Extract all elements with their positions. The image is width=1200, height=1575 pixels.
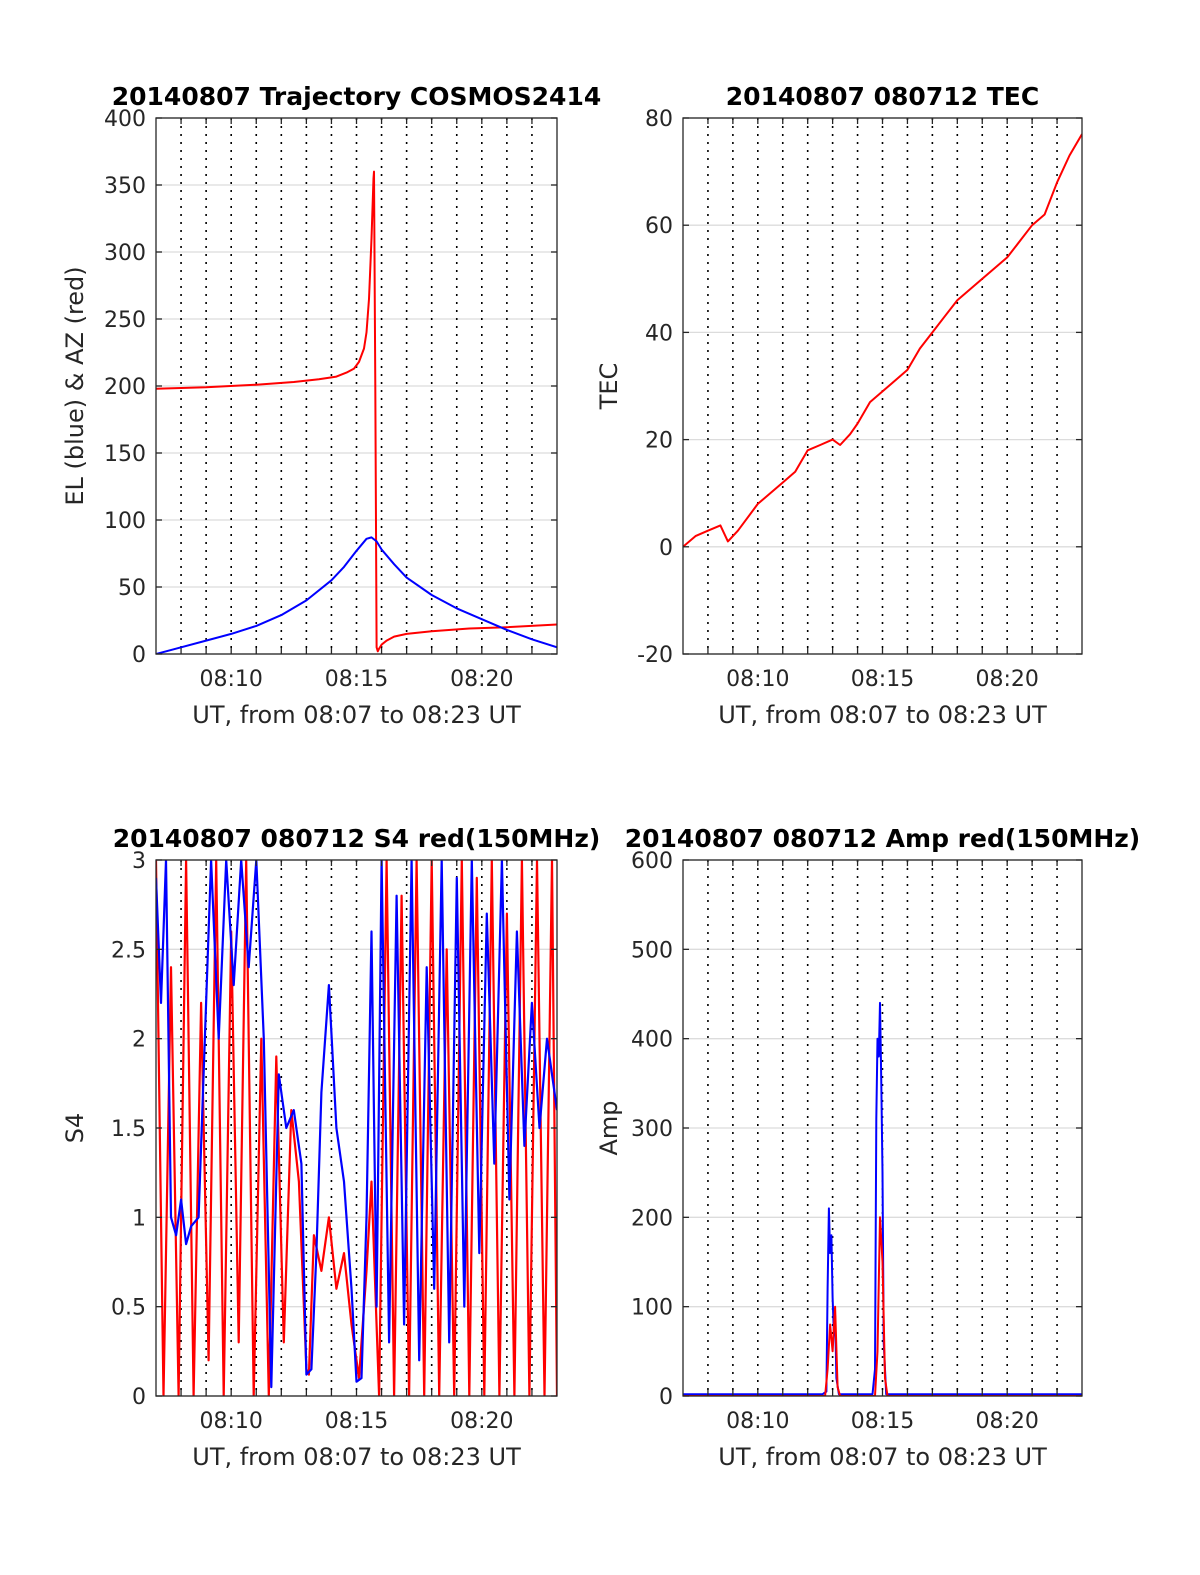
y-axis-label: TEC	[595, 363, 623, 411]
y-tick-label: 150	[104, 442, 146, 467]
x-axis-label: UT, from 08:07 to 08:23 UT	[192, 1443, 521, 1471]
y-tick-label: 300	[104, 241, 146, 266]
chart-title: 20140807 080712 TEC	[726, 82, 1039, 111]
y-tick-label: 0	[659, 536, 673, 561]
x-tick-label: 08:15	[851, 1409, 914, 1434]
x-tick-label: 08:10	[726, 667, 789, 692]
x-tick-label: 08:15	[325, 1409, 388, 1434]
y-tick-label: 40	[645, 321, 673, 346]
y-tick-label: 100	[104, 509, 146, 534]
y-tick-label: 250	[104, 308, 146, 333]
y-tick-label: 2.5	[111, 938, 146, 963]
x-tick-label: 08:10	[199, 1409, 262, 1434]
y-tick-label: 0	[132, 1385, 146, 1410]
x-tick-label: 08:20	[450, 667, 513, 692]
y-tick-label: 200	[104, 375, 146, 400]
y-tick-label: 80	[645, 107, 673, 132]
chart-panel-4: 0 100 200 300 400 500 600 08:10 08:15 08:20 201408…	[595, 824, 1140, 1471]
x-tick-label: 08:10	[726, 1409, 789, 1434]
chart-panel-2: -20 0 20 40 60 80 08:10 08:15 08:20 20140807 0807…	[595, 82, 1083, 729]
chart-panel-3: 0 0.5 1 1.5 2 2.5 3 08:10 08:15 08:20 20140807 080…	[61, 824, 600, 1471]
y-tick-label: 100	[631, 1296, 673, 1321]
y-tick-label: 60	[645, 214, 673, 239]
x-tick-label: 08:20	[450, 1409, 513, 1434]
chart-panel-1: 0 50 100 150 200 250 300 350 400 08:10 08:15 08:20 2…	[61, 82, 601, 729]
chart-title: 20140807 Trajectory COSMOS2414	[112, 82, 602, 111]
x-axis-label: UT, from 08:07 to 08:23 UT	[718, 1443, 1047, 1471]
y-tick-label: 0	[132, 643, 146, 668]
y-tick-label: 400	[631, 1028, 673, 1053]
x-tick-label: 08:20	[975, 1409, 1038, 1434]
y-tick-label: 2	[132, 1028, 146, 1053]
x-tick-label: 08:20	[975, 667, 1038, 692]
y-tick-label: -20	[637, 643, 673, 668]
y-tick-label: 200	[631, 1206, 673, 1231]
y-axis-label: S4	[61, 1113, 89, 1144]
y-tick-label: 20	[645, 429, 673, 454]
y-tick-label: 1	[132, 1206, 146, 1231]
y-tick-label: 50	[118, 576, 146, 601]
series-line-2	[156, 536, 557, 654]
series-line-1	[156, 170, 557, 653]
x-tick-label: 08:15	[325, 667, 388, 692]
y-tick-label: 1.5	[111, 1117, 146, 1142]
y-axis-label: Amp	[595, 1100, 623, 1155]
y-tick-label: 500	[631, 938, 673, 963]
series-line-2	[683, 1216, 1082, 1396]
x-axis-label: UT, from 08:07 to 08:23 UT	[718, 701, 1047, 729]
x-axis-label: UT, from 08:07 to 08:23 UT	[192, 701, 521, 729]
x-tick-label: 08:10	[199, 667, 262, 692]
y-tick-label: 600	[631, 849, 673, 874]
series-line-1	[683, 133, 1082, 548]
y-tick-label: 350	[104, 174, 146, 199]
x-tick-label: 08:15	[851, 667, 914, 692]
chart-title: 20140807 080712 S4 red(150MHz)	[113, 824, 601, 853]
y-axis-label: EL (blue) & AZ (red)	[61, 266, 89, 505]
chart-title: 20140807 080712 Amp red(150MHz)	[625, 824, 1141, 853]
y-tick-label: 0	[659, 1385, 673, 1410]
y-tick-label: 400	[104, 107, 146, 132]
series-line-2	[156, 860, 557, 1389]
y-tick-label: 0.5	[111, 1296, 146, 1321]
y-tick-label: 3	[132, 849, 146, 874]
y-tick-label: 300	[631, 1117, 673, 1142]
